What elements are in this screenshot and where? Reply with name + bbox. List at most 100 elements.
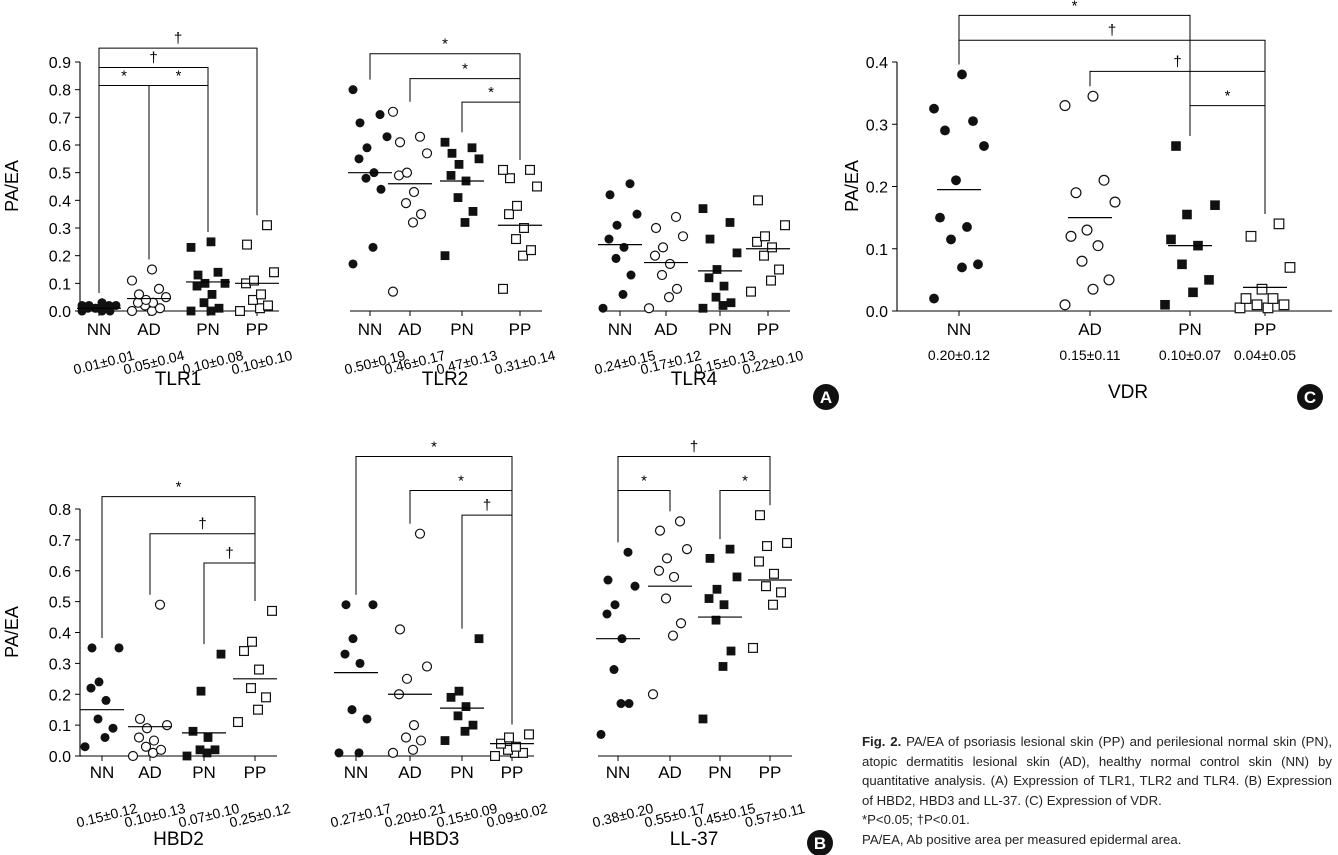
- significance-bracket: [98, 85, 150, 293]
- y-tick-label: 0.7: [49, 110, 71, 127]
- data-point: [609, 665, 619, 675]
- caption-text: PA/EA of psoriasis lesional skin (PP) an…: [862, 734, 1333, 808]
- y-tick-label: 0.0: [866, 304, 888, 321]
- data-point: [454, 686, 464, 696]
- data-point: [141, 723, 153, 734]
- data-point: [199, 298, 209, 308]
- data-point: [766, 242, 777, 253]
- data-point: [361, 173, 371, 183]
- data-point: [653, 565, 665, 576]
- data-point: [677, 231, 689, 242]
- data-point: [663, 292, 675, 303]
- data-point: [461, 702, 471, 711]
- data-point: [133, 732, 145, 743]
- data-point: [93, 714, 103, 724]
- data-point: [263, 300, 274, 311]
- data-point: [718, 662, 728, 671]
- data-point: [186, 242, 196, 252]
- data-point: [681, 544, 693, 555]
- data-point: [623, 547, 633, 557]
- caption-label: Fig. 2.: [862, 734, 902, 749]
- significance-marker: †: [174, 30, 182, 47]
- data-point: [1160, 299, 1170, 310]
- group-vdr: NN 0.20±0.12 AD 0.15±0.11 PN 0.10±0.07 PP 0.04±…: [897, 0, 1332, 403]
- data-point: [1087, 90, 1099, 102]
- significance-bracket: [617, 456, 771, 543]
- data-point: [348, 85, 358, 95]
- data-point: [1166, 234, 1176, 245]
- group-ll-37: NN0.38±0.20AD0.55±0.17PN0.45±0.15PP0.57±…: [591, 439, 807, 850]
- figure-caption: Fig. 2. PA/EA of psoriasis lesional skin…: [862, 732, 1332, 849]
- significance-bracket: [203, 562, 256, 645]
- data-point: [612, 220, 622, 230]
- data-point: [242, 239, 253, 250]
- data-point: [940, 125, 950, 136]
- data-point: [753, 556, 764, 567]
- data-point: [354, 154, 364, 164]
- data-point: [460, 726, 470, 736]
- group-name: HBD2: [153, 829, 204, 850]
- data-point: [414, 131, 426, 142]
- significance-marker: †: [198, 516, 206, 533]
- data-point: [407, 217, 419, 228]
- category-label: PP: [757, 320, 780, 339]
- data-point: [725, 218, 735, 227]
- data-point: [368, 600, 378, 610]
- data-point: [454, 159, 464, 169]
- data-point: [712, 584, 722, 594]
- group-tlr1: NN0.01±0.01AD0.05±0.04PN0.10±0.08PP0.10±…: [72, 30, 294, 390]
- data-point: [773, 264, 784, 275]
- data-point: [1182, 209, 1192, 220]
- y-tick-label: 0.3: [49, 656, 71, 673]
- data-point: [140, 741, 152, 752]
- data-point: [415, 209, 427, 220]
- category-label: PN: [450, 320, 474, 339]
- data-point: [347, 705, 357, 715]
- data-point: [394, 137, 406, 148]
- data-point: [108, 723, 118, 733]
- data-point: [261, 692, 272, 703]
- data-point: [660, 593, 672, 604]
- data-point: [1278, 299, 1290, 311]
- data-point: [1059, 100, 1071, 112]
- significance-bracket: [148, 85, 209, 260]
- data-point: [239, 646, 250, 657]
- summary-label: 0.20±0.12: [928, 347, 990, 363]
- data-point: [1109, 196, 1121, 208]
- data-point: [643, 303, 655, 314]
- y-axis-title: PA/EA: [2, 606, 22, 658]
- data-point: [1204, 275, 1214, 285]
- data-point: [362, 143, 372, 153]
- data-point: [127, 750, 139, 762]
- data-point: [468, 720, 478, 730]
- significance-marker: *: [458, 472, 464, 489]
- data-point: [407, 744, 419, 755]
- data-point: [400, 197, 412, 209]
- data-point: [362, 714, 372, 724]
- data-point: [87, 643, 97, 653]
- data-point: [248, 294, 259, 305]
- y-tick-label: 0.6: [49, 564, 71, 581]
- data-point: [193, 270, 203, 280]
- data-point: [387, 747, 399, 759]
- data-point: [188, 726, 198, 736]
- y-tick-label: 0.5: [49, 595, 71, 612]
- data-point: [1245, 230, 1257, 242]
- significance-marker: *: [462, 61, 468, 78]
- data-point: [249, 275, 260, 286]
- data-point: [114, 643, 124, 653]
- data-point: [1076, 255, 1088, 267]
- data-point: [704, 594, 714, 603]
- data-point: [415, 735, 427, 746]
- data-point: [160, 292, 172, 303]
- category-label: NN: [606, 763, 631, 782]
- data-point: [511, 741, 522, 752]
- data-point: [654, 525, 666, 536]
- data-point: [704, 273, 714, 283]
- data-point: [490, 750, 501, 761]
- data-point: [979, 141, 989, 151]
- summary-label: 0.31±0.14: [493, 347, 557, 378]
- category-label: PN: [196, 320, 220, 339]
- significance-marker: *: [121, 68, 127, 85]
- data-point: [752, 195, 763, 206]
